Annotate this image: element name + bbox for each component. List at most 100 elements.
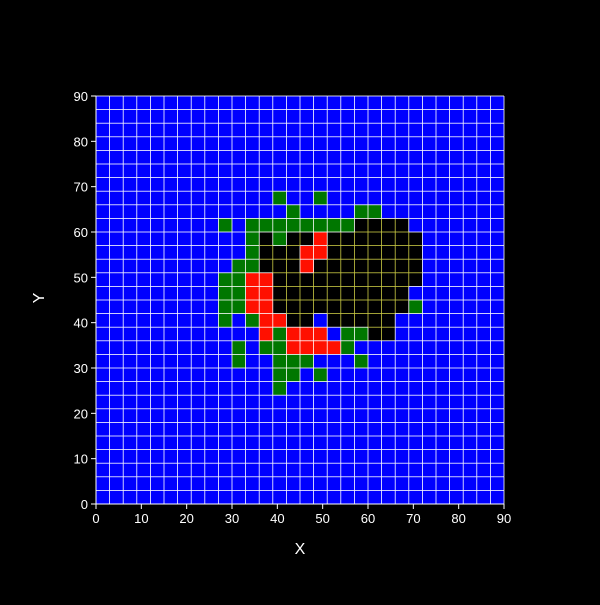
- cell-blue: [150, 232, 164, 246]
- cell-blue: [340, 150, 355, 164]
- cell-blue: [449, 476, 464, 491]
- cell-green: [259, 340, 273, 355]
- cell-blue: [218, 422, 232, 436]
- cell-blue: [191, 177, 205, 192]
- cell-blue: [177, 177, 192, 192]
- cell-blue: [204, 463, 219, 477]
- cell-blue: [449, 191, 464, 205]
- cell-blue: [476, 381, 491, 396]
- cell-black: [354, 259, 368, 273]
- cell-green: [218, 313, 232, 328]
- cell-blue: [368, 164, 382, 178]
- cell-blue: [177, 436, 192, 450]
- cell-blue: [259, 422, 273, 436]
- cell-blue: [449, 313, 464, 328]
- cell-blue: [449, 150, 464, 164]
- cell-green: [218, 272, 232, 287]
- cell-blue: [354, 476, 368, 491]
- cell-blue: [300, 490, 314, 504]
- cell-blue: [177, 191, 192, 205]
- cell-green: [313, 191, 328, 205]
- cell-blue: [191, 449, 205, 464]
- cell-blue: [327, 422, 341, 436]
- cell-blue: [136, 449, 151, 464]
- cell-blue: [463, 272, 477, 287]
- cell-blue: [123, 136, 137, 151]
- cell-blue: [259, 177, 273, 192]
- cell-blue: [422, 259, 436, 273]
- cell-red: [313, 327, 328, 341]
- cell-blue: [368, 395, 382, 409]
- cell-blue: [109, 327, 124, 341]
- cell-blue: [408, 123, 423, 137]
- cell-blue: [436, 136, 450, 151]
- cell-blue: [164, 436, 178, 450]
- cell-blue: [123, 204, 137, 219]
- cell-blue: [109, 300, 124, 314]
- cell-blue: [96, 164, 110, 178]
- cell-black: [259, 259, 273, 273]
- cell-blue: [463, 218, 477, 232]
- cell-blue: [422, 191, 436, 205]
- cell-blue: [136, 259, 151, 273]
- cell-blue: [436, 164, 450, 178]
- y-tick-label: 30: [74, 361, 88, 376]
- cell-green: [286, 204, 300, 219]
- cell-blue: [150, 300, 164, 314]
- cell-blue: [436, 245, 450, 260]
- cell-black: [259, 232, 273, 246]
- cell-black: [408, 272, 423, 287]
- cell-blue: [381, 476, 396, 491]
- cell-blue: [436, 109, 450, 124]
- cell-blue: [259, 96, 273, 110]
- cell-blue: [96, 327, 110, 341]
- cell-blue: [436, 300, 450, 314]
- cell-blue: [164, 381, 178, 396]
- cell-blue: [218, 463, 232, 477]
- cell-blue: [272, 164, 287, 178]
- cell-blue: [422, 490, 436, 504]
- cell-blue: [272, 204, 287, 219]
- cell-blue: [449, 232, 464, 246]
- cell-blue: [150, 204, 164, 219]
- cell-blue: [136, 490, 151, 504]
- cell-blue: [136, 177, 151, 192]
- cell-red: [327, 340, 341, 355]
- cell-blue: [164, 136, 178, 151]
- cell-blue: [109, 191, 124, 205]
- cell-red: [245, 286, 260, 300]
- cell-blue: [354, 422, 368, 436]
- cell-blue: [436, 313, 450, 328]
- cell-blue: [164, 96, 178, 110]
- cell-blue: [490, 449, 504, 464]
- cell-blue: [136, 232, 151, 246]
- cell-blue: [123, 150, 137, 164]
- cell-green: [300, 354, 314, 368]
- cell-blue: [340, 164, 355, 178]
- cell-blue: [204, 368, 219, 382]
- cell-blue: [286, 96, 300, 110]
- cell-blue: [395, 422, 409, 436]
- cell-blue: [96, 381, 110, 396]
- cell-blue: [286, 109, 300, 124]
- cell-blue: [449, 272, 464, 287]
- cell-blue: [191, 286, 205, 300]
- cell-blue: [408, 218, 423, 232]
- cell-blue: [313, 381, 328, 396]
- cell-blue: [476, 177, 491, 192]
- cell-blue: [490, 136, 504, 151]
- cell-blue: [123, 327, 137, 341]
- cell-blue: [327, 436, 341, 450]
- cell-blue: [395, 354, 409, 368]
- cell-green: [259, 218, 273, 232]
- cell-black: [368, 218, 382, 232]
- cell-blue: [164, 368, 178, 382]
- cell-blue: [300, 96, 314, 110]
- cell-blue: [449, 422, 464, 436]
- cell-blue: [177, 245, 192, 260]
- cell-blue: [327, 463, 341, 477]
- cell-green: [218, 286, 232, 300]
- cell-blue: [123, 354, 137, 368]
- cell-blue: [136, 436, 151, 450]
- cell-blue: [232, 463, 246, 477]
